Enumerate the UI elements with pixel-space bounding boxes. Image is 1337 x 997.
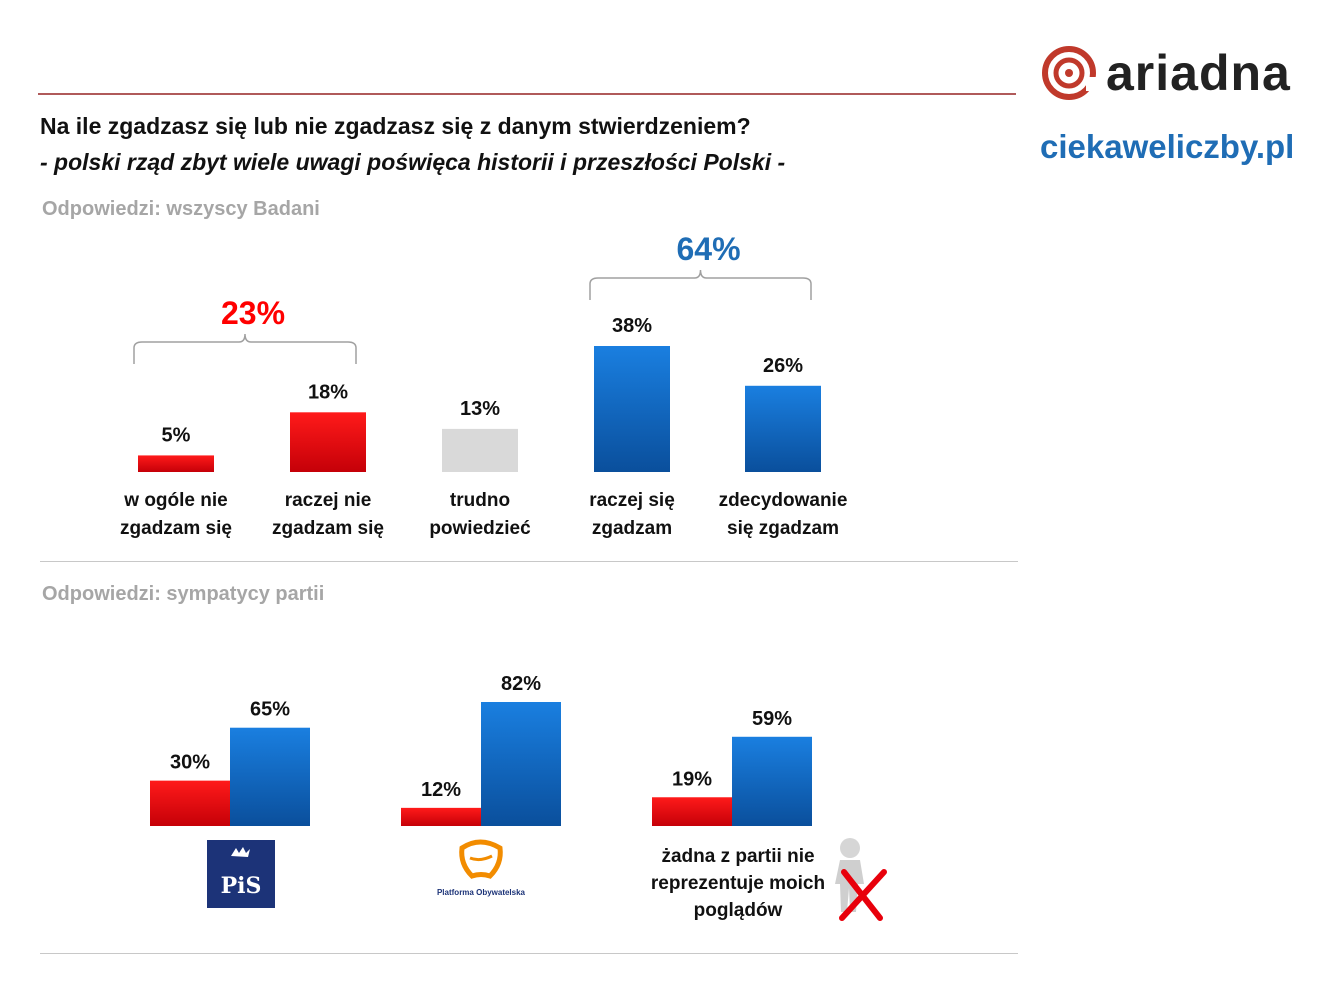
figure-with-red-x-icon bbox=[835, 838, 887, 921]
party-none-label: żadna z partii nie reprezentuje moich po… bbox=[650, 846, 826, 921]
po-logo-text: Platforma Obywatelska bbox=[436, 888, 526, 897]
logo-text: ariadna bbox=[1106, 45, 1291, 101]
bar-1 bbox=[138, 455, 214, 472]
bar-value-label: 26% bbox=[763, 355, 803, 377]
party-bar-red bbox=[401, 807, 481, 826]
category-label: trudno powiedzieć bbox=[429, 490, 531, 539]
bar-value-label: 38% bbox=[612, 315, 652, 337]
party-bar-blue bbox=[230, 727, 310, 826]
group-bracket bbox=[589, 269, 812, 300]
bar-value-label: 5% bbox=[162, 424, 191, 446]
bar-3 bbox=[442, 428, 518, 472]
section-all-title: Odpowiedzi: wszyscy Badani bbox=[42, 198, 320, 220]
bar-5 bbox=[745, 385, 821, 472]
party-bar-value-label: 59% bbox=[752, 708, 792, 730]
bar-value-label: 13% bbox=[460, 398, 500, 420]
party-bar-value-label: 12% bbox=[421, 779, 461, 801]
group-total-label: 64% bbox=[676, 231, 740, 267]
bar-2 bbox=[290, 412, 366, 472]
party-bar-value-label: 19% bbox=[672, 768, 712, 790]
group-bracket bbox=[133, 333, 357, 364]
bar-4 bbox=[594, 346, 670, 472]
party-bar-red bbox=[150, 780, 230, 826]
party-bar-value-label: 30% bbox=[170, 752, 210, 774]
statement-subtitle: - polski rząd zbyt wiele uwagi poświęca … bbox=[40, 149, 786, 175]
category-label: w ogóle nie zgadzam się bbox=[120, 490, 232, 539]
party-bar-blue bbox=[732, 736, 812, 826]
category-label: raczej się zgadzam bbox=[589, 490, 675, 539]
ariadna-logo: ariadna bbox=[1040, 44, 1291, 102]
footer-divider bbox=[40, 953, 1018, 954]
party-bar-value-label: 82% bbox=[501, 673, 541, 695]
party-bar-red bbox=[652, 797, 732, 826]
category-label: raczej nie zgadzam się bbox=[272, 490, 384, 539]
pis-logo: PiS bbox=[207, 840, 275, 908]
question-title: Na ile zgadzasz się lub nie zgadzasz się… bbox=[40, 113, 751, 139]
category-label: zdecydowanie się zgadzam bbox=[718, 490, 848, 539]
section-parties-title: Odpowiedzi: sympatycy partii bbox=[42, 583, 325, 605]
party-bar-blue bbox=[481, 702, 561, 826]
group-total-label: 23% bbox=[221, 295, 285, 331]
pis-logo-text: PiS bbox=[221, 873, 262, 899]
section-divider bbox=[40, 561, 1018, 562]
platforma-obywatelska-logo: Platforma Obywatelska bbox=[436, 839, 526, 897]
bar-value-label: 18% bbox=[308, 381, 348, 403]
ariadna-spiral-icon bbox=[1042, 46, 1096, 100]
party-bar-value-label: 65% bbox=[250, 699, 290, 721]
site-link[interactable]: ciekaweliczby.pl bbox=[1040, 128, 1295, 165]
header-divider bbox=[38, 93, 1016, 95]
